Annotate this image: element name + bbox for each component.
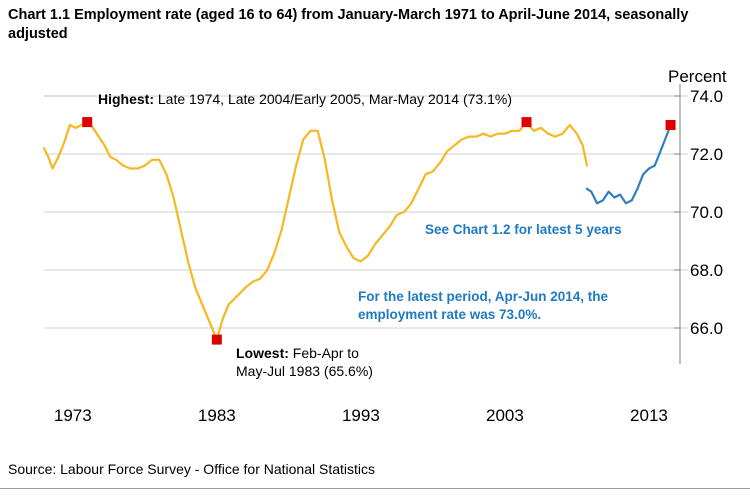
gridlines [44,95,688,329]
series-lines [42,120,672,341]
x-tick-label: 2003 [486,406,524,425]
y-tick-label: 68.0 [690,261,723,280]
series-line-latest-5-years [585,123,672,205]
latest-period-note-1: For the latest period, Apr-Jun 2014, the [358,289,609,304]
latest-period-note-2: employment rate was 73.0%. [358,307,541,322]
highest-annotation: Highest: Late 1974, Late 2004/Early 2005… [98,91,512,107]
x-tick-label: 1993 [342,406,380,425]
y-tick-label: 72.0 [690,145,723,164]
bottom-divider [0,488,750,489]
marker-highest-2004 [521,117,532,128]
y-tick-label: 74.0 [690,87,723,106]
marker-highest-1974 [82,117,93,128]
y-axis-ticks: 74.0 72.0 70.0 68.0 66.0 [674,87,723,338]
lowest-text-2: May-Jul 1983 (65.6%) [236,363,373,379]
chart-title: Chart 1.1 Employment rate (aged 16 to 64… [8,7,689,42]
y-axis-label: Percent [668,67,727,86]
lowest-label: Lowest: [236,345,289,361]
x-tick-label: 2013 [630,406,668,425]
source-note: Source: Labour Force Survey - Office for… [8,461,376,477]
x-tick-label: 1983 [198,406,236,425]
lowest-annotation: Lowest: Feb-Apr to [236,345,359,361]
y-tick-label: 70.0 [690,203,723,222]
highest-label: Highest: [98,91,154,107]
y-tick-label: 66.0 [690,319,723,338]
series-line-employment-rate [42,120,589,341]
lowest-text-1: Feb-Apr to [289,345,359,361]
x-axis-ticks: 1973 1983 1993 2003 2013 [54,406,668,425]
marker-lowest-1983 [211,334,222,345]
marker-latest-2014 [665,120,676,130]
x-tick-label: 1973 [54,406,92,425]
highlight-markers [82,117,676,345]
highest-text: Late 1974, Late 2004/Early 2005, Mar-May… [154,91,512,107]
see-chart-note: See Chart 1.2 for latest 5 years [425,222,622,237]
